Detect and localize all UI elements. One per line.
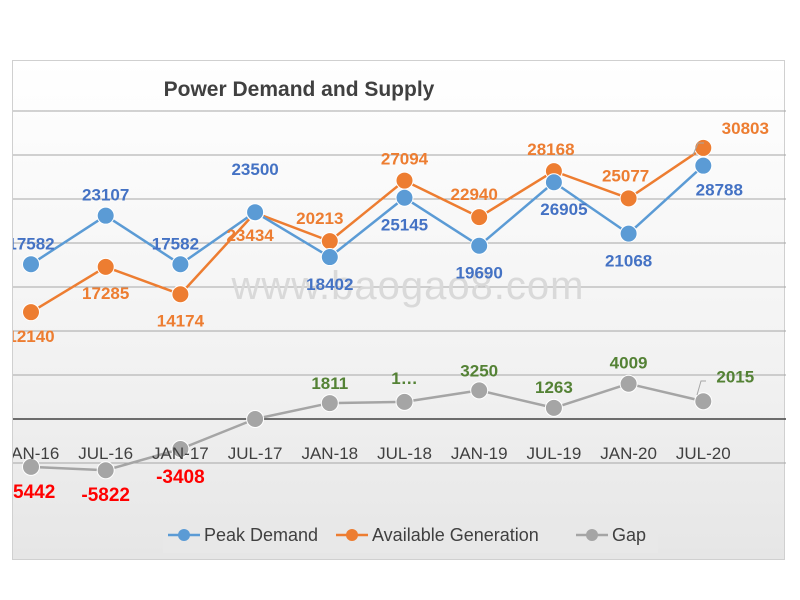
data-label: 26905 bbox=[540, 200, 587, 219]
point-gap bbox=[470, 381, 489, 400]
point-gap bbox=[246, 410, 265, 428]
point-gap bbox=[320, 394, 339, 413]
data-label: 2015 bbox=[716, 367, 754, 386]
watermark-text: www.baogao8.com bbox=[231, 264, 585, 308]
point-peak-demand bbox=[320, 248, 339, 267]
leader-line bbox=[696, 380, 706, 396]
data-label: -5442 bbox=[13, 482, 55, 503]
data-label: 20213 bbox=[296, 209, 343, 228]
data-label: 1263 bbox=[535, 378, 573, 397]
series-line-available-generation bbox=[30, 146, 704, 314]
legend-box bbox=[163, 517, 658, 553]
data-label: 4009 bbox=[610, 354, 648, 373]
legend-label: Peak Demand bbox=[204, 525, 318, 545]
x-tick-label: JAN-17 bbox=[152, 444, 209, 463]
point-gap bbox=[619, 374, 638, 393]
point-gap bbox=[544, 398, 563, 417]
x-tick-label: JAN-16 bbox=[13, 444, 59, 463]
point-peak-demand bbox=[246, 203, 265, 222]
point-peak-demand bbox=[544, 173, 563, 192]
legend-label: Gap bbox=[612, 525, 646, 545]
data-label: 3250 bbox=[460, 361, 498, 380]
data-label: 17285 bbox=[82, 284, 129, 303]
x-tick-label: JUL-16 bbox=[78, 444, 133, 463]
chart-title: Power Demand and Supply bbox=[164, 78, 435, 101]
data-label: 25077 bbox=[602, 166, 649, 185]
data-label: -5822 bbox=[81, 485, 130, 506]
point-available-generation bbox=[395, 171, 414, 190]
data-label: 1… bbox=[391, 369, 417, 388]
data-label: 12140 bbox=[13, 327, 55, 346]
point-gap bbox=[22, 457, 40, 476]
data-label: 30803 bbox=[722, 119, 769, 138]
series-line-gap bbox=[30, 382, 704, 472]
leader-line bbox=[692, 142, 704, 156]
data-label: 23434 bbox=[226, 226, 274, 245]
point-gap bbox=[171, 439, 190, 458]
series-markers bbox=[22, 138, 713, 480]
point-peak-demand bbox=[22, 255, 40, 274]
legend-marker bbox=[178, 529, 190, 541]
legend-label: Available Generation bbox=[372, 525, 539, 545]
line-chart: Power Demand and Supply www.baogao8.com … bbox=[13, 78, 786, 553]
point-peak-demand bbox=[171, 255, 190, 274]
data-label: 21068 bbox=[605, 252, 652, 271]
data-label: 23107 bbox=[82, 186, 129, 205]
data-label: 27094 bbox=[381, 150, 429, 169]
point-gap bbox=[694, 392, 713, 411]
series-line-peak-demand bbox=[30, 164, 705, 266]
data-label: 28788 bbox=[696, 181, 743, 200]
x-tick-label: JAN-18 bbox=[301, 444, 358, 463]
point-peak-demand bbox=[694, 156, 713, 175]
data-label: -3408 bbox=[156, 467, 205, 488]
grid-lines bbox=[13, 110, 786, 464]
point-gap bbox=[395, 392, 414, 411]
x-tick-label: JUL-18 bbox=[377, 444, 432, 463]
legend-marker bbox=[586, 529, 598, 541]
x-tick-label: JUL-20 bbox=[676, 444, 731, 463]
data-label: 18402 bbox=[306, 275, 353, 294]
point-gap bbox=[96, 461, 115, 480]
data-label: 23500 bbox=[231, 160, 278, 179]
data-label: 25145 bbox=[381, 216, 428, 235]
legend-marker bbox=[346, 529, 358, 541]
x-tick-label: JUL-17 bbox=[228, 444, 283, 463]
chart-area: Power Demand and Supply www.baogao8.com … bbox=[12, 60, 786, 560]
data-label: 28168 bbox=[527, 140, 574, 159]
point-peak-demand bbox=[619, 224, 638, 243]
x-tick-label: JUL-19 bbox=[526, 444, 581, 463]
x-axis-ticks: JAN-16 JUL-16 JAN-17 JUL-17 JAN-18 JUL-18 JAN-… bbox=[13, 444, 731, 463]
data-labels: 17582 23107 17582 23500 18402 25145 19690 26905… bbox=[13, 119, 769, 506]
point-available-generation bbox=[96, 257, 115, 276]
point-available-generation bbox=[694, 138, 713, 157]
data-label: 17582 bbox=[152, 234, 199, 253]
data-label: 19690 bbox=[456, 264, 503, 283]
point-peak-demand bbox=[96, 206, 115, 225]
point-available-generation bbox=[22, 303, 40, 322]
point-available-generation bbox=[171, 285, 190, 304]
data-label: 22940 bbox=[451, 185, 498, 204]
data-label: 14174 bbox=[157, 311, 205, 330]
point-available-generation bbox=[320, 232, 339, 251]
point-peak-demand bbox=[395, 188, 414, 207]
x-tick-label: JAN-19 bbox=[451, 444, 508, 463]
x-tick-label: JAN-20 bbox=[600, 444, 657, 463]
point-available-generation bbox=[619, 189, 638, 208]
legend: Peak Demand Available Generation Gap bbox=[163, 517, 658, 553]
point-peak-demand bbox=[470, 236, 489, 255]
point-available-generation bbox=[470, 208, 489, 227]
data-label: 17582 bbox=[13, 234, 55, 253]
series-lines bbox=[30, 146, 705, 472]
data-label: 1811 bbox=[311, 374, 348, 393]
